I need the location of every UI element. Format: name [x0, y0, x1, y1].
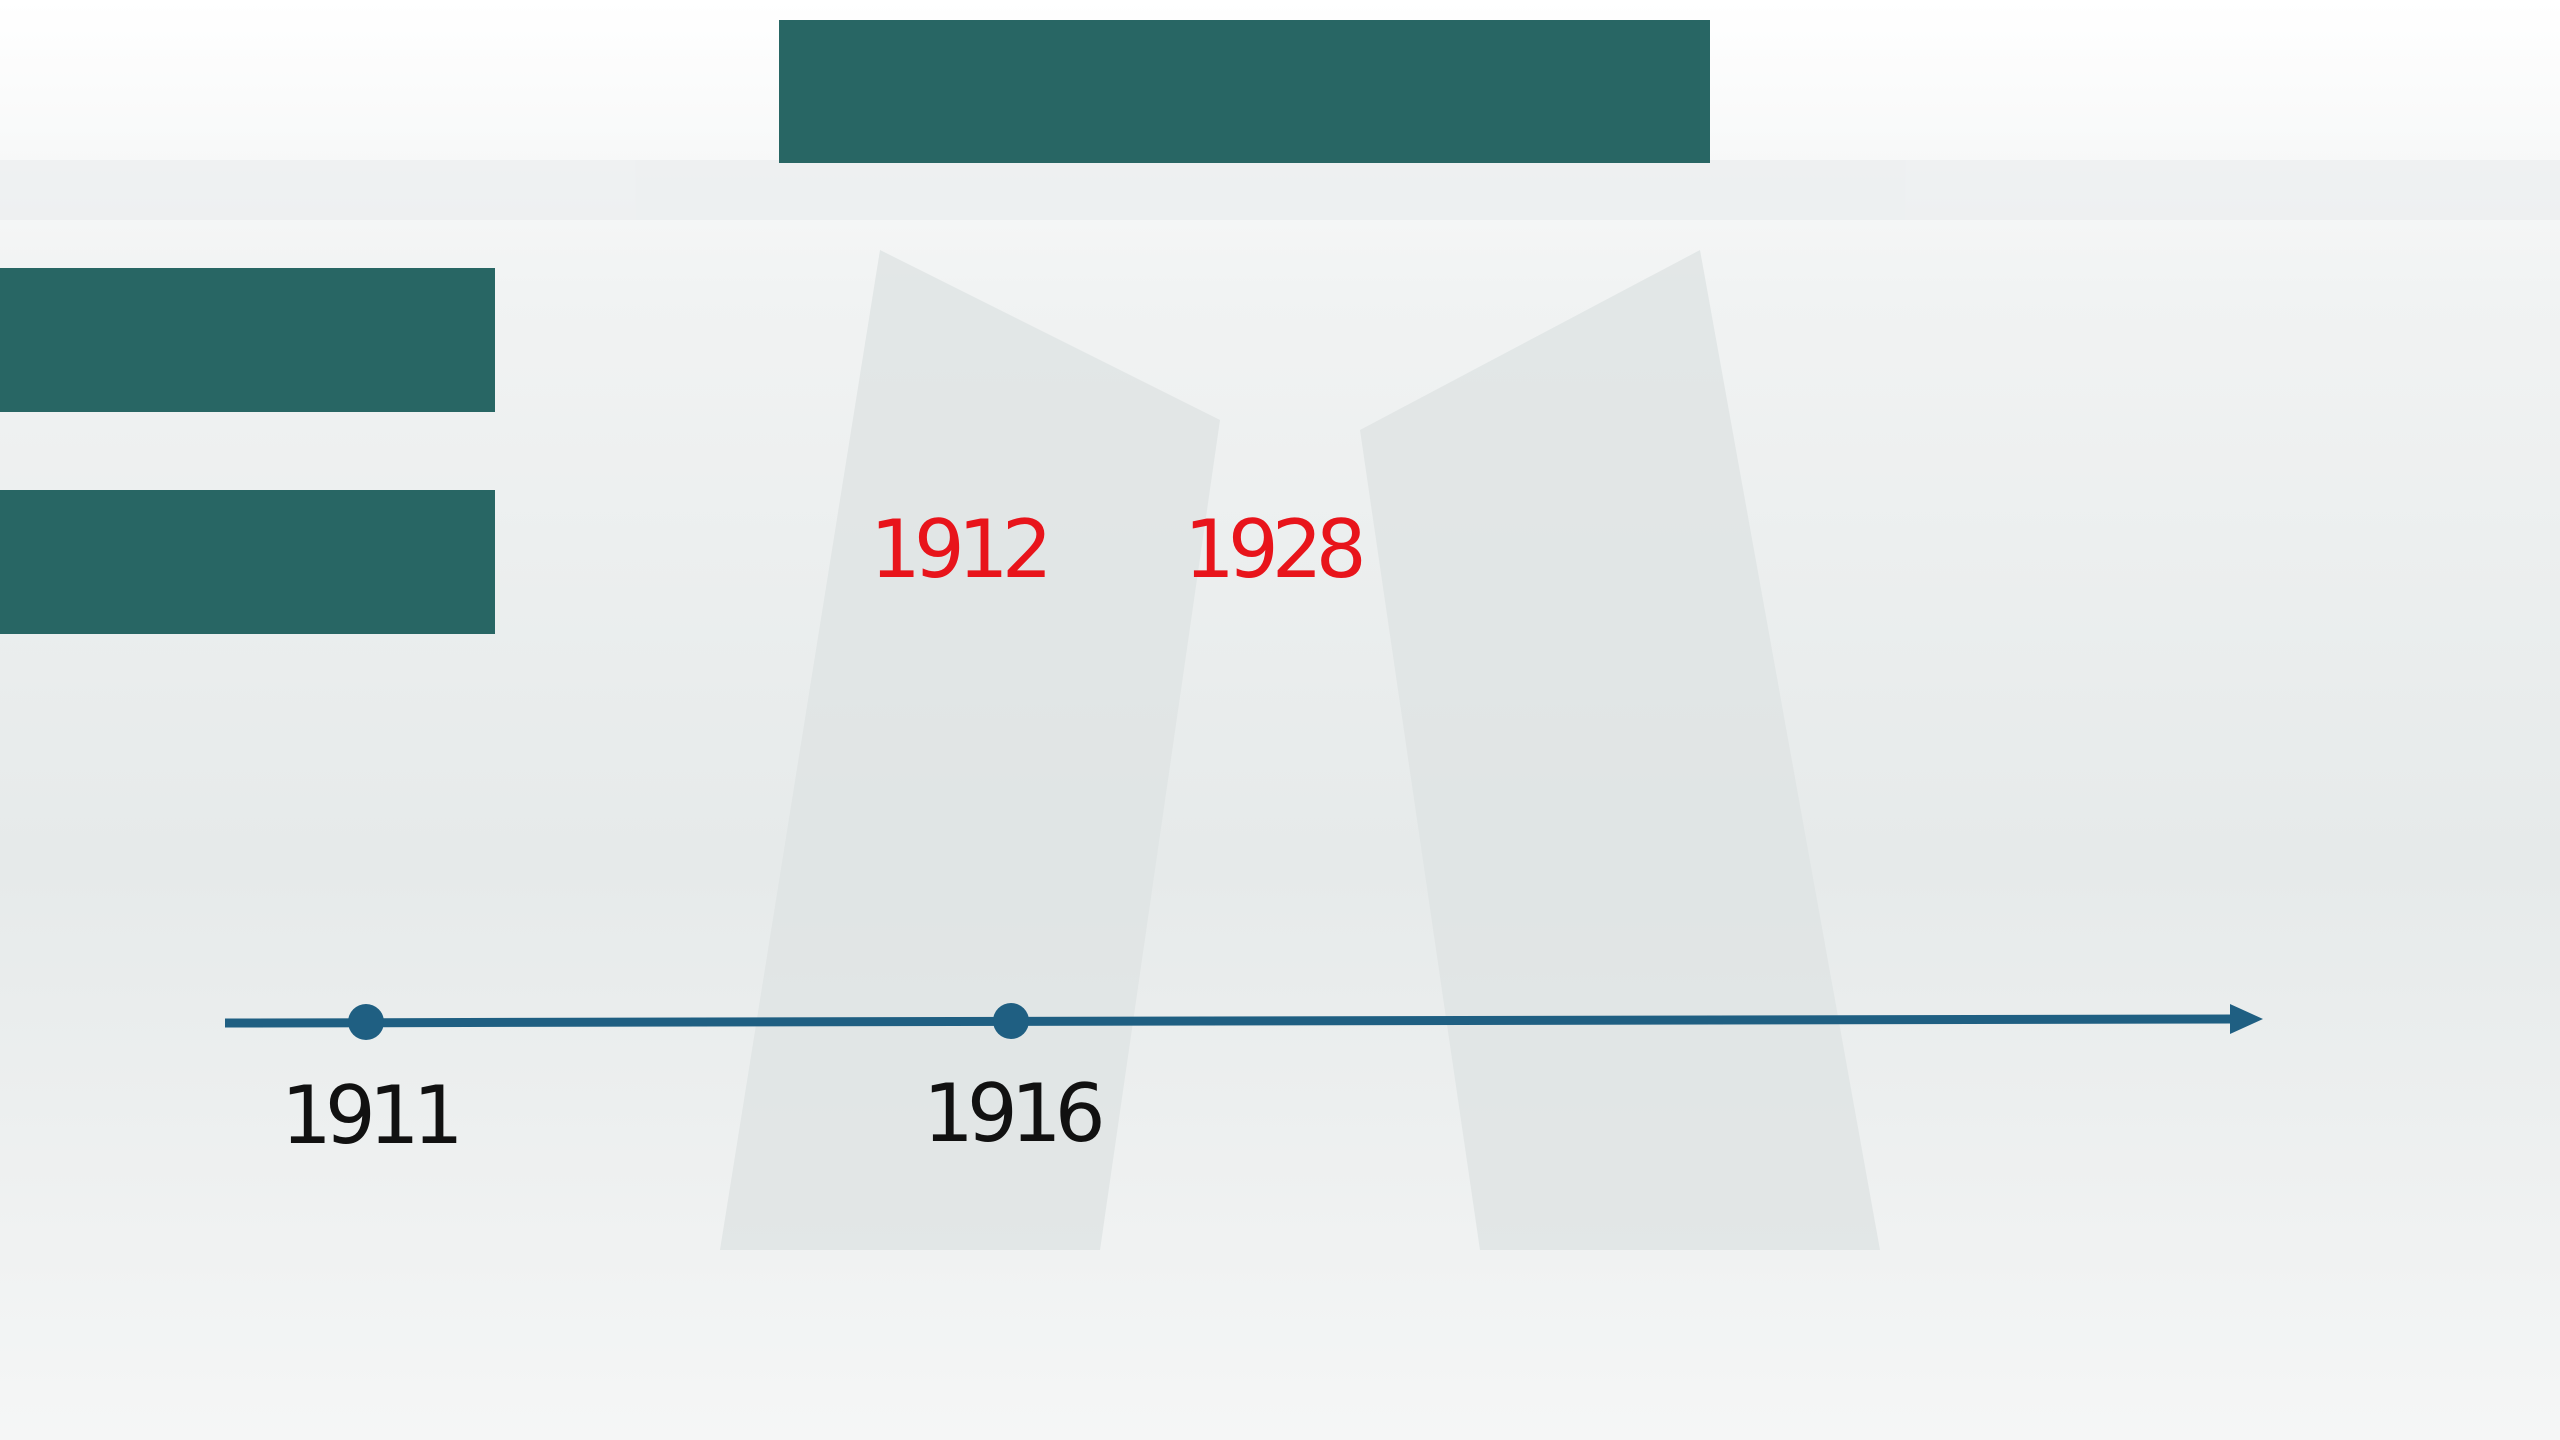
- timeline-dot: [348, 1004, 384, 1040]
- side-box: [0, 490, 495, 634]
- event-year: 1916: [923, 1067, 1101, 1160]
- event-year: 1911: [281, 1069, 457, 1162]
- side-box: [0, 268, 495, 412]
- title-box: [779, 20, 1710, 163]
- highlight-year: 1912: [870, 503, 1046, 596]
- highlight-year: 1928: [1184, 503, 1362, 596]
- timeline-line: [225, 1019, 2235, 1023]
- timeline-dot: [993, 1003, 1029, 1039]
- slide: 1911 1916 1912 1928: [0, 0, 2560, 1440]
